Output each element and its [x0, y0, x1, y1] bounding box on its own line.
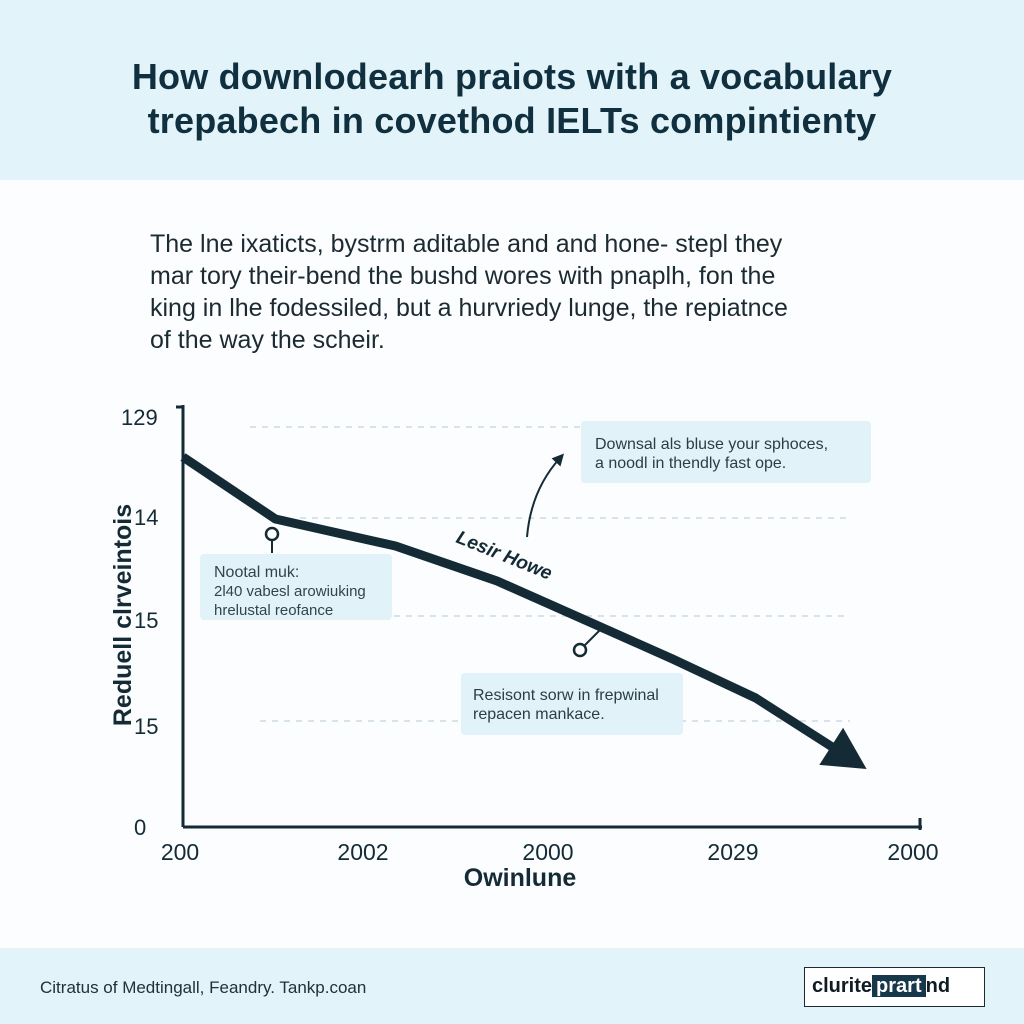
annotation-box-bottom: Resisont sorw in frepwinal repacen manka…: [461, 673, 683, 735]
annotation-text: Resisont sorw in frepwinal: [473, 687, 659, 704]
brand-logo[interactable]: clurite prart nd: [804, 967, 985, 1007]
annotation-text: hrelustal reofance: [214, 602, 334, 619]
intro-line-2: mar tory their-bend the bushd wores with…: [150, 262, 776, 290]
x-tick-label: 2000: [522, 839, 573, 865]
page-title-line-1: How downlodearh praiots with a vocabular…: [131, 56, 893, 97]
annotation-text: Downsal als bluse your sphoces,: [595, 436, 829, 453]
series-arrowhead: [819, 727, 867, 769]
x-tick-label: 2002: [337, 839, 388, 865]
annotation-dot-bottom: [572, 642, 588, 658]
annotation-text: 2l40 vabesl arowiuking: [214, 583, 366, 600]
annotation-text: a noodl in thendly fast ope.: [595, 455, 787, 472]
x-tick-label: 200: [161, 839, 199, 865]
header-band: [0, 0, 1024, 180]
y-tick-label: 15: [134, 714, 158, 739]
annotation-text: Nootal muk:: [214, 564, 300, 581]
y-tick-label: 14: [134, 505, 158, 530]
page-title-line-2: trepabech in covethod IELTs compintienty: [147, 100, 877, 141]
series-line: [180, 453, 838, 753]
x-axis-label: Owinlune: [464, 864, 577, 892]
x-tick-label: 2000: [887, 839, 938, 865]
intro-line-3: king in lhe fodessiled, but a hurvriedy …: [150, 294, 788, 322]
annotation-arrow: [526, 453, 565, 538]
y-tick-label: 15: [134, 608, 158, 633]
logo-text-highlight: prart: [872, 975, 926, 997]
y-axis-label: Reduell clrveintois: [109, 504, 137, 726]
annotation-box-top: Downsal als bluse your sphoces, a noodl …: [581, 421, 871, 483]
annotation-text: repacen mankace.: [473, 706, 605, 723]
annotation-box-left: Nootal muk: 2l40 vabesl arowiuking hrelu…: [200, 554, 392, 620]
y-tick-label: 0: [134, 815, 146, 840]
logo-text: clurite: [812, 975, 873, 997]
annotation-dot-left: [264, 526, 280, 542]
citation: Citratus of Medtingall, Feandry. Tankp.c…: [40, 978, 367, 997]
series-label: Lesir Howe: [453, 527, 555, 585]
x-tick-label: 2029: [707, 839, 758, 865]
intro-line-1: The lne ixaticts, bystrm aditable and an…: [150, 230, 783, 258]
y-tick-label: 129: [121, 405, 158, 430]
logo-text: nd: [925, 975, 951, 997]
intro-line-4: of the way the scheir.: [150, 326, 385, 354]
